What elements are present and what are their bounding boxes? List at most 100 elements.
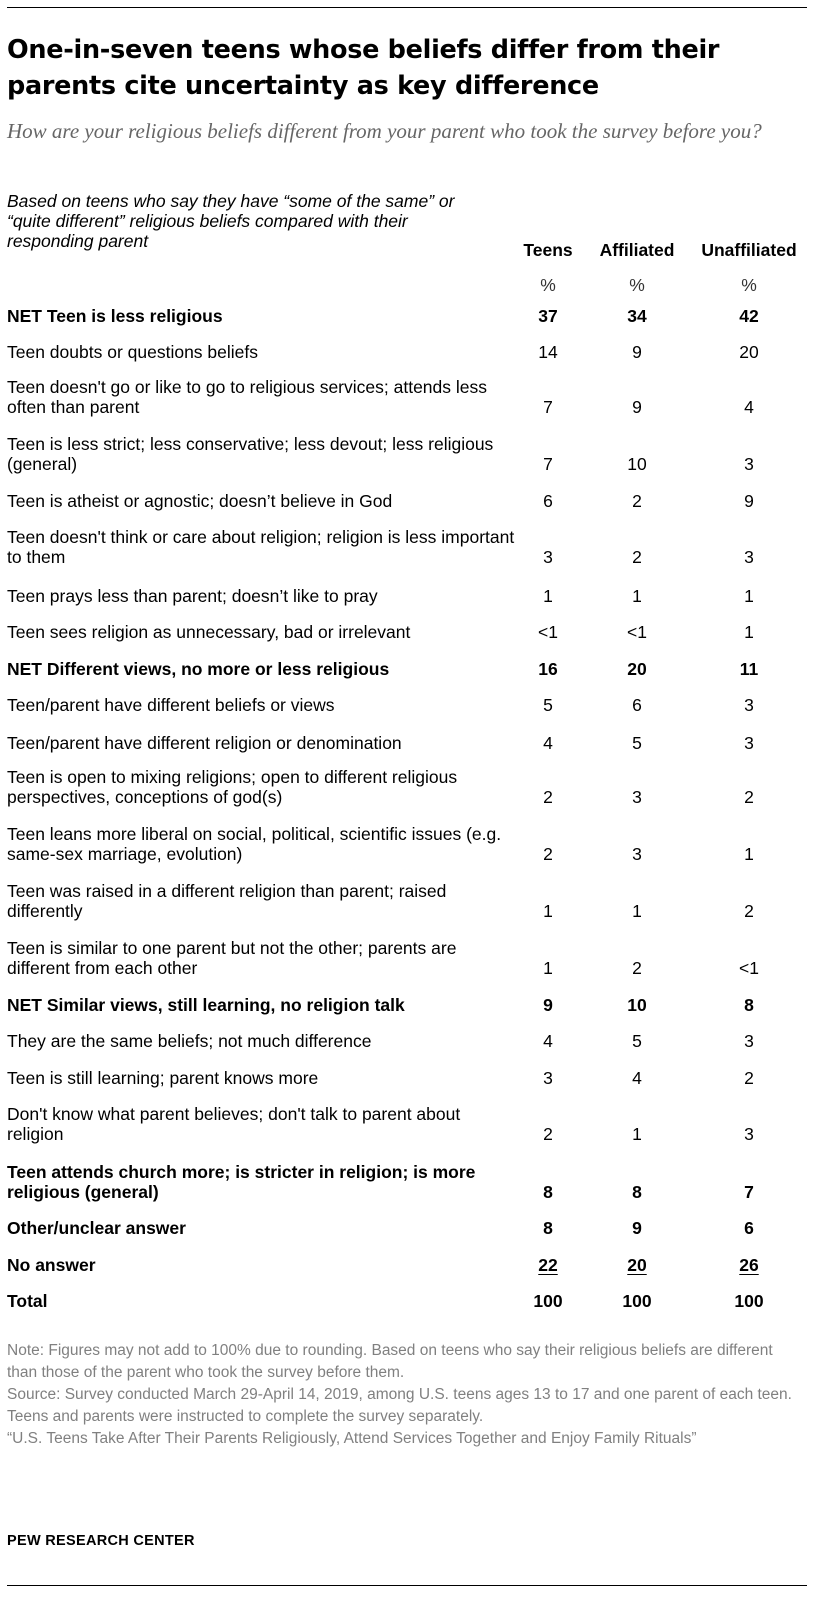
cell-unaffiliated: 7 [744,1182,754,1202]
report-title-text: “U.S. Teens Take After Their Parents Rel… [7,1430,697,1447]
cell-affiliated: 8 [632,1182,642,1202]
cell-teens: 5 [543,695,553,715]
row-label: Total [7,1291,48,1311]
cell-affiliated: 2 [632,491,642,511]
cell-teens: 2 [543,844,553,864]
row-label: Teen leans more liberal on social, polit… [7,824,502,864]
cell-unaffiliated: 3 [744,1124,754,1144]
top-rule [7,7,807,8]
row-label: Teen sees religion as unnecessary, bad o… [7,622,411,642]
cell-unaffiliated: 2 [744,787,754,807]
unit-label-affiliated: % [629,275,645,295]
cell-affiliated: 6 [632,695,642,715]
cell-affiliated: 5 [632,1031,642,1051]
cell-affiliated: 3 [632,787,642,807]
row-label: Teen was raised in a different religion … [7,881,447,921]
source-text: Source: Survey conducted March 29-April … [7,1386,792,1425]
cell-affiliated: 20 [627,659,647,679]
row-label: Teen attends church more; is stricter in… [7,1162,476,1202]
row-label: Teen is still learning; parent knows mor… [7,1068,319,1088]
cell-unaffiliated: 4 [744,397,754,417]
cell-teens: 22 [538,1255,558,1275]
cell-affiliated: 5 [632,733,642,753]
cell-affiliated: 9 [632,1218,642,1238]
cell-unaffiliated: 1 [744,844,754,864]
cell-unaffiliated: 3 [744,695,754,715]
cell-teens: 1 [543,586,553,606]
row-label: Teen prays less than parent; doesn’t lik… [7,586,378,606]
cell-teens: 7 [543,454,553,474]
cell-unaffiliated: 1 [744,622,754,642]
cell-affiliated: 10 [627,454,647,474]
cell-teens: 4 [543,733,553,753]
row-label: Teen doubts or questions beliefs [7,342,258,362]
row-label: NET Different views, no more or less rel… [7,659,390,679]
cell-unaffiliated: 3 [744,733,754,753]
cell-teens: 1 [543,901,553,921]
cell-affiliated: 1 [632,901,642,921]
cell-teens: 16 [538,659,558,679]
row-label: Teen is less strict; less conservative; … [7,434,494,474]
row-label: Teen doesn't go or like to go to religio… [7,377,487,417]
cell-unaffiliated: 9 [744,491,754,511]
cell-teens: 37 [538,306,558,326]
unit-label-unaffiliated: % [741,275,757,295]
cell-affiliated: 3 [632,844,642,864]
row-label: Teen/parent have different beliefs or vi… [7,695,335,715]
cell-unaffiliated: 3 [744,1031,754,1051]
cell-unaffiliated: 26 [739,1255,759,1275]
row-label: Teen is open to mixing religions; open t… [7,767,458,807]
chart-subtitle: How are your religious beliefs different… [7,119,762,143]
cell-unaffiliated: 20 [739,342,759,362]
chart-title: One-in-seven teens whose beliefs differ … [7,35,720,101]
cell-teens: 7 [543,397,553,417]
cell-affiliated: 9 [632,397,642,417]
unit-label-teens: % [540,275,556,295]
cell-affiliated: 1 [632,586,642,606]
row-label: Teen/parent have different religion or d… [7,733,402,753]
cell-unaffiliated: <1 [739,958,759,978]
cell-affiliated: 9 [632,342,642,362]
cell-affiliated: 20 [627,1255,647,1275]
cell-teens: 100 [533,1291,563,1311]
column-header-unaffiliated: Unaffiliated [701,240,797,260]
column-header-affiliated: Affiliated [599,240,675,260]
footer-notes: Note: Figures may not add to 100% due to… [7,1340,807,1450]
cell-teens: 2 [543,787,553,807]
cell-unaffiliated: 11 [739,659,759,679]
cell-teens: 3 [543,1068,553,1088]
row-label: Don't know what parent believes; don't t… [7,1104,461,1144]
cell-unaffiliated: 42 [739,306,759,326]
cell-unaffiliated: 3 [744,547,754,567]
row-label: NET Similar views, still learning, no re… [7,995,405,1015]
cell-unaffiliated: 6 [744,1218,754,1238]
cell-unaffiliated: 8 [744,995,754,1015]
row-label: No answer [7,1255,96,1275]
cell-teens: 8 [543,1218,553,1238]
cell-affiliated: 10 [627,995,647,1015]
cell-teens: <1 [538,622,558,642]
row-label: Other/unclear answer [7,1218,186,1238]
brand-logo-text: PEW RESEARCH CENTER [7,1533,195,1549]
bottom-rule [7,1585,807,1586]
cell-teens: 6 [543,491,553,511]
cell-teens: 9 [543,995,553,1015]
cell-affiliated: 1 [632,1124,642,1144]
cell-affiliated: 4 [632,1068,642,1088]
cell-teens: 14 [538,342,558,362]
note-text: Note: Figures may not add to 100% due to… [7,1342,773,1381]
cell-affiliated: 2 [632,547,642,567]
base-note: Based on teens who say they have “some o… [7,191,455,251]
row-label: Teen is atheist or agnostic; doesn’t bel… [7,491,393,511]
cell-affiliated: 34 [627,306,647,326]
row-label: NET Teen is less religious [7,306,223,326]
cell-unaffiliated: 2 [744,1068,754,1088]
row-label: Teen doesn't think or care about religio… [7,527,515,567]
row-label: They are the same beliefs; not much diff… [7,1031,372,1051]
row-label: Teen is similar to one parent but not th… [7,938,457,978]
cell-affiliated: 2 [632,958,642,978]
cell-teens: 1 [543,958,553,978]
cell-teens: 4 [543,1031,553,1051]
cell-affiliated: <1 [627,622,647,642]
